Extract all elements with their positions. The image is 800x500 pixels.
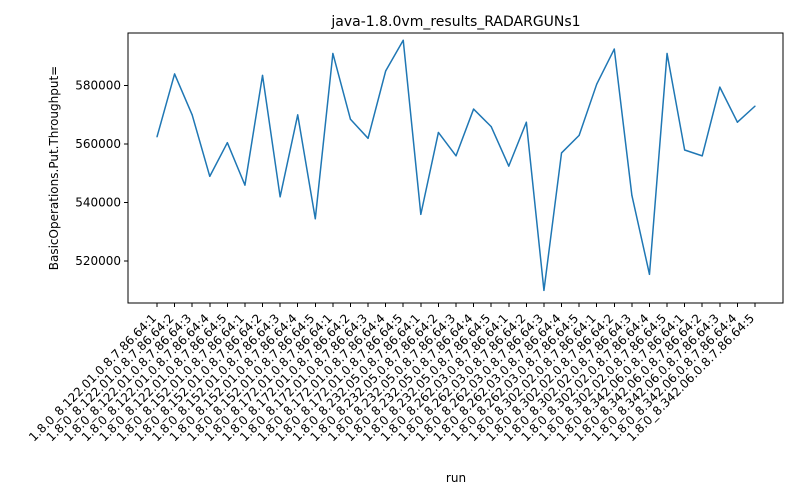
data-point <box>244 184 246 186</box>
data-point <box>490 126 492 128</box>
data-point <box>261 74 264 77</box>
data-point <box>314 218 316 220</box>
data-point <box>719 86 721 88</box>
chart-title: java-1.8.0vm_results_RADARGUNs1 <box>330 14 580 30</box>
data-point <box>754 105 756 107</box>
y-tick-label: 520000 <box>75 254 121 268</box>
data-point <box>297 114 299 116</box>
data-point <box>508 165 510 167</box>
data-point <box>279 196 281 198</box>
data-point <box>472 108 475 110</box>
data-point <box>666 52 668 55</box>
series-line <box>156 39 756 292</box>
data-point <box>631 194 633 196</box>
y-axis-label: BasicOperations.Put.Throughput= <box>47 66 61 270</box>
data-point <box>543 289 545 292</box>
data-point <box>578 134 580 136</box>
data-point <box>525 121 527 123</box>
y-tick-label: 560000 <box>75 137 121 151</box>
data-point <box>613 48 615 50</box>
data-point <box>437 131 440 134</box>
data-point <box>420 213 422 215</box>
x-axis-label: run <box>446 471 466 485</box>
data-point <box>209 175 211 177</box>
data-point <box>156 136 158 138</box>
data-point <box>349 118 352 120</box>
data-point <box>367 137 369 139</box>
data-point <box>191 114 193 116</box>
data-point <box>560 152 563 154</box>
y-tick-label: 580000 <box>75 79 121 93</box>
data-point <box>226 142 228 144</box>
data-point <box>385 70 387 72</box>
data-point <box>684 149 686 151</box>
data-point <box>455 155 457 157</box>
y-tick-label: 540000 <box>75 196 121 210</box>
y-axis-ticks: 520000 540000 560000 580000 <box>75 79 128 268</box>
x-axis-ticks: 1.8.0_8.122.01.0.8.7.86.64:11.8.0_8.122.… <box>26 303 757 444</box>
series-layer <box>156 39 756 292</box>
data-point <box>173 73 176 75</box>
data-point <box>332 52 334 55</box>
data-point <box>648 273 651 275</box>
data-point <box>402 39 404 41</box>
plot-frame <box>127 32 784 304</box>
data-point <box>701 155 703 157</box>
data-point <box>596 83 598 85</box>
data-point <box>736 121 739 123</box>
